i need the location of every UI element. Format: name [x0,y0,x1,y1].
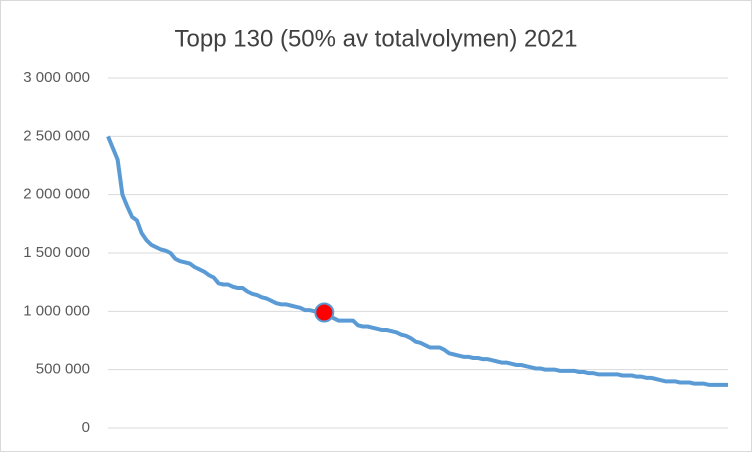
y-tick-label: 500 000 [36,361,90,378]
data-line [106,135,728,387]
y-tick-label: 1 500 000 [23,244,90,261]
y-tick-label: 0 [82,419,90,436]
y-tick-label: 2 500 000 [23,127,90,144]
highlight-point [314,302,335,323]
y-tick-label: 1 000 000 [23,302,90,319]
y-tick-label: 3 000 000 [23,69,90,86]
y-tick-label: 2 000 000 [23,186,90,203]
chart-title: Topp 130 (50% av totalvolymen) 2021 [175,25,578,52]
